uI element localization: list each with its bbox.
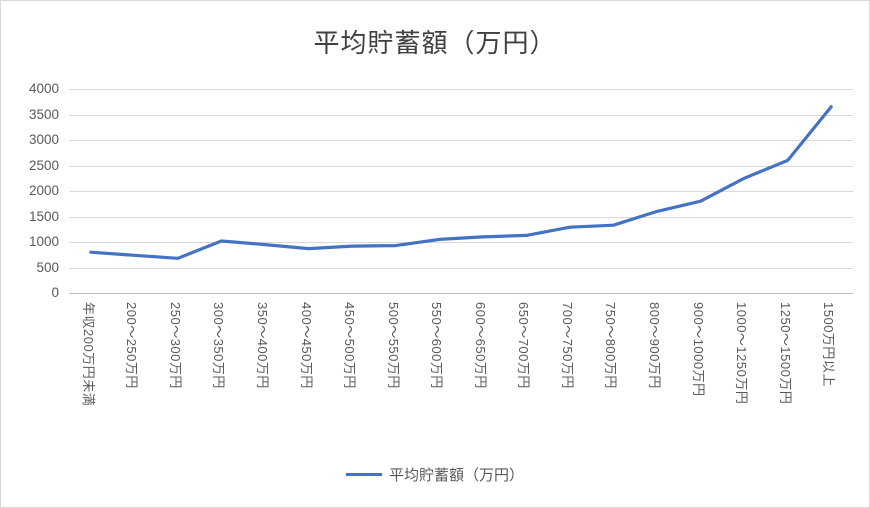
gridline bbox=[69, 140, 853, 141]
gridline bbox=[69, 267, 853, 269]
x-category-label: 650～700万円 bbox=[516, 302, 532, 389]
y-tick-label: 2000 bbox=[28, 183, 59, 198]
chart-title: 平均貯蓄額（万円） bbox=[313, 28, 557, 58]
x-category-label: 1000～1250万円 bbox=[734, 302, 750, 405]
x-category-label: 900～1000万円 bbox=[690, 302, 706, 397]
x-category-label: 200～250万円 bbox=[124, 302, 140, 389]
y-tick-label: 1000 bbox=[28, 234, 59, 249]
legend-label: 平均貯蓄額（万円） bbox=[388, 466, 524, 484]
x-category-label: 1250～1500万円 bbox=[777, 302, 793, 405]
gridline bbox=[69, 242, 853, 243]
gridline bbox=[69, 114, 853, 116]
y-tick-label: 0 bbox=[51, 285, 59, 300]
gridline bbox=[69, 191, 853, 192]
x-category-label: 750～800万円 bbox=[603, 302, 619, 389]
x-category-label: 800～900万円 bbox=[647, 302, 662, 389]
y-tick-label: 1500 bbox=[28, 208, 59, 224]
x-category-label: 400～450万円 bbox=[298, 302, 314, 389]
x-category-label: 350～400万円 bbox=[255, 302, 270, 389]
x-axis-line bbox=[69, 293, 853, 294]
x-category-label: 450～500万円 bbox=[342, 302, 358, 389]
legend-line-swatch bbox=[345, 472, 382, 476]
x-category-label: 300～350万円 bbox=[211, 302, 227, 389]
gridline bbox=[69, 89, 853, 90]
x-category-label: 500～550万円 bbox=[385, 302, 401, 389]
y-tick-label: 500 bbox=[36, 259, 59, 275]
y-tick-label: 2500 bbox=[28, 157, 59, 173]
x-category-label: 700～750万円 bbox=[559, 302, 575, 389]
x-category-label: 1500万円以上 bbox=[821, 302, 837, 387]
x-category-label: 年収200万円未満 bbox=[80, 302, 96, 407]
y-tick-label: 3000 bbox=[28, 132, 59, 147]
y-tick-label: 4000 bbox=[28, 81, 59, 96]
x-category-label: 250～300万円 bbox=[167, 302, 183, 389]
x-category-label: 600～650万円 bbox=[472, 302, 488, 389]
gridline bbox=[69, 216, 853, 218]
gridline bbox=[69, 165, 853, 167]
legend: 平均貯蓄額（万円） bbox=[1, 465, 869, 484]
x-category-label: 550～600万円 bbox=[429, 302, 445, 389]
y-tick-label: 3500 bbox=[28, 106, 59, 122]
